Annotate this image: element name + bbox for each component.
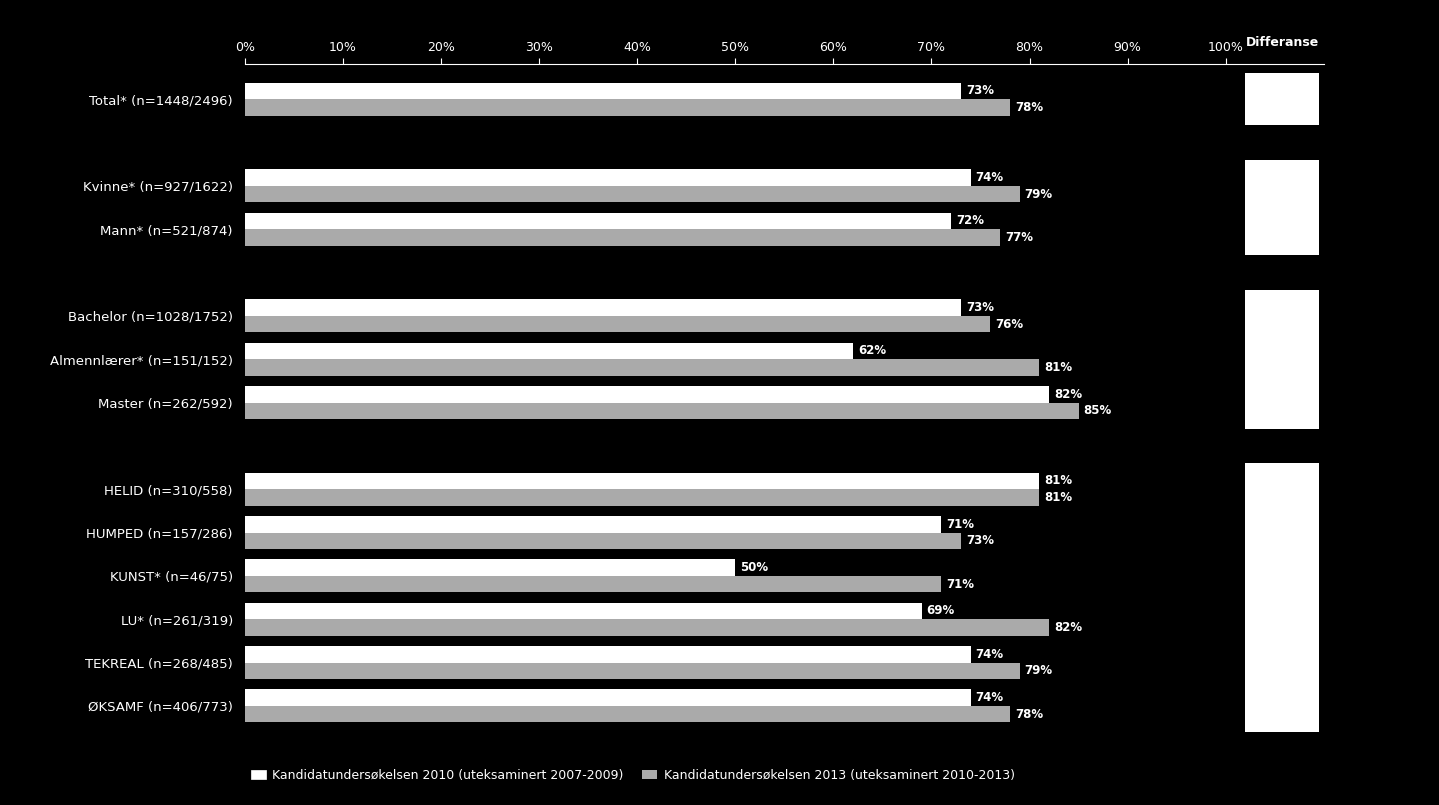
Bar: [245, 316, 990, 332]
Text: 73%: 73%: [966, 301, 994, 314]
Bar: [245, 99, 1010, 116]
Bar: [245, 473, 1039, 489]
Bar: [245, 619, 1049, 636]
Legend: Kandidatundersøkelsen 2010 (uteksaminert 2007-2009), Kandidatundersøkelsen 2013 : Kandidatundersøkelsen 2010 (uteksaminert…: [250, 769, 1014, 782]
Text: 74%: 74%: [976, 171, 1003, 184]
Text: 79%: 79%: [1025, 188, 1053, 200]
Bar: [245, 603, 921, 619]
Bar: [1245, 290, 1320, 428]
Text: 73%: 73%: [966, 535, 994, 547]
Bar: [245, 386, 1049, 402]
Text: 62%: 62%: [858, 345, 886, 357]
Text: 73%: 73%: [966, 85, 994, 97]
Bar: [245, 516, 941, 533]
Text: 85%: 85%: [1084, 404, 1112, 417]
Text: Differanse: Differanse: [1246, 36, 1318, 49]
Bar: [245, 533, 961, 549]
Bar: [245, 359, 1039, 376]
Text: 81%: 81%: [1045, 474, 1072, 488]
Text: 79%: 79%: [1025, 664, 1053, 677]
Text: 74%: 74%: [976, 691, 1003, 704]
Text: 69%: 69%: [927, 605, 954, 617]
Bar: [245, 663, 1020, 679]
Bar: [245, 689, 971, 706]
Bar: [245, 169, 971, 186]
Bar: [245, 229, 1000, 246]
Text: 78%: 78%: [1014, 101, 1043, 114]
Text: 76%: 76%: [996, 317, 1023, 331]
Text: 82%: 82%: [1053, 388, 1082, 401]
Bar: [245, 489, 1039, 506]
Bar: [245, 706, 1010, 722]
Bar: [245, 299, 961, 316]
Bar: [245, 646, 971, 663]
Text: 50%: 50%: [740, 561, 768, 574]
Bar: [245, 186, 1020, 202]
Text: 81%: 81%: [1045, 361, 1072, 374]
Text: 71%: 71%: [947, 578, 974, 591]
Bar: [245, 559, 735, 576]
Text: 74%: 74%: [976, 648, 1003, 661]
Text: 78%: 78%: [1014, 708, 1043, 720]
Text: 82%: 82%: [1053, 621, 1082, 634]
Bar: [245, 402, 1079, 419]
Text: 72%: 72%: [955, 214, 984, 227]
Text: 81%: 81%: [1045, 491, 1072, 504]
Bar: [245, 343, 853, 359]
Bar: [245, 83, 961, 99]
Bar: [245, 213, 951, 229]
Bar: [1245, 73, 1320, 125]
Text: 71%: 71%: [947, 518, 974, 530]
Bar: [245, 576, 941, 592]
Text: 77%: 77%: [1004, 231, 1033, 244]
Bar: [1245, 159, 1320, 255]
Bar: [1245, 463, 1320, 732]
